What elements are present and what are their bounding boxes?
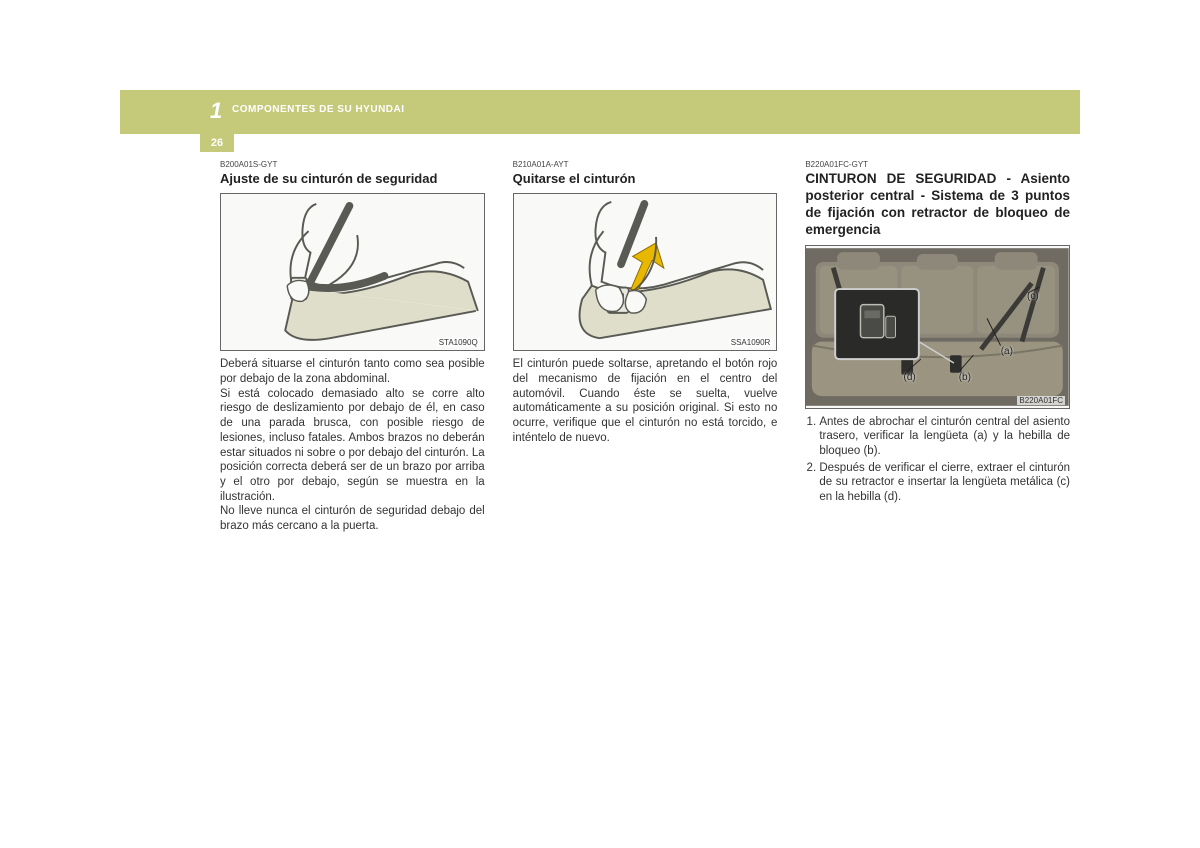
instruction-list: Antes de abrochar el cinturón central de…	[805, 415, 1070, 505]
section-code: B220A01FC-GYT	[805, 160, 1070, 169]
seatbelt-adjust-drawing	[221, 194, 484, 350]
label-a: (a)	[1001, 346, 1013, 357]
section-heading: Quitarse el cinturón	[513, 171, 778, 187]
illustration-code: STA1090Q	[437, 338, 480, 347]
paragraph: Si está colocado demasiado alto se corre…	[220, 387, 485, 505]
section-code: B200A01S-GYT	[220, 160, 485, 169]
illustration-rear-seat-belt: (a) (b) (c) (d) B220A01FC	[805, 245, 1070, 409]
label-c: (c)	[1027, 291, 1039, 302]
illustration-seatbelt-release: SSA1090R	[513, 193, 778, 351]
illustration-code: B220A01FC	[1017, 396, 1065, 405]
column-2: B210A01A-AYT Quitarse el cinturón	[513, 160, 778, 534]
rear-seat-photo	[806, 246, 1069, 408]
seatbelt-release-drawing	[514, 194, 777, 350]
content-columns: B200A01S-GYT Ajuste de su cinturón de se…	[220, 160, 1070, 534]
chapter-number: 1	[210, 98, 222, 124]
section-code: B210A01A-AYT	[513, 160, 778, 169]
label-d: (d)	[904, 372, 916, 383]
illustration-code: SSA1090R	[729, 338, 773, 347]
column-3: B220A01FC-GYT CINTURON DE SEGURIDAD - As…	[805, 160, 1070, 534]
page-number: 26	[200, 134, 234, 152]
label-b: (b)	[959, 372, 971, 383]
column-1: B200A01S-GYT Ajuste de su cinturón de se…	[220, 160, 485, 534]
section-heading: CINTURON DE SEGURIDAD - Asiento posterio…	[805, 171, 1070, 239]
paragraph: No lleve nunca el cinturón de seguridad …	[220, 504, 485, 533]
manual-page: 1 COMPONENTES DE SU HYUNDAI 26 B200A01S-…	[0, 0, 1200, 848]
illustration-seatbelt-adjust: STA1090Q	[220, 193, 485, 351]
paragraph: El cinturón puede soltarse, apretando el…	[513, 357, 778, 445]
list-item: Antes de abrochar el cinturón central de…	[819, 415, 1070, 459]
list-item: Después de verificar el cierre, extraer …	[819, 461, 1070, 505]
chapter-title: COMPONENTES DE SU HYUNDAI	[232, 104, 405, 115]
section-heading: Ajuste de su cinturón de seguridad	[220, 171, 485, 187]
paragraph: Deberá situarse el cinturón tanto como s…	[220, 357, 485, 386]
